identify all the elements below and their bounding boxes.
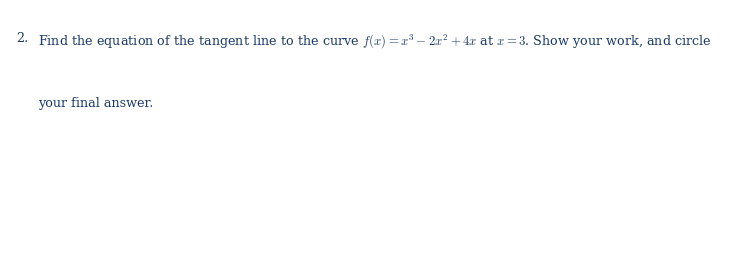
Text: your final answer.: your final answer. xyxy=(38,97,154,110)
Text: 2.: 2. xyxy=(16,32,29,45)
Text: Find the equation of the tangent line to the curve $f(x) = x^3 - 2x^2 + 4x$ at $: Find the equation of the tangent line to… xyxy=(38,32,712,50)
